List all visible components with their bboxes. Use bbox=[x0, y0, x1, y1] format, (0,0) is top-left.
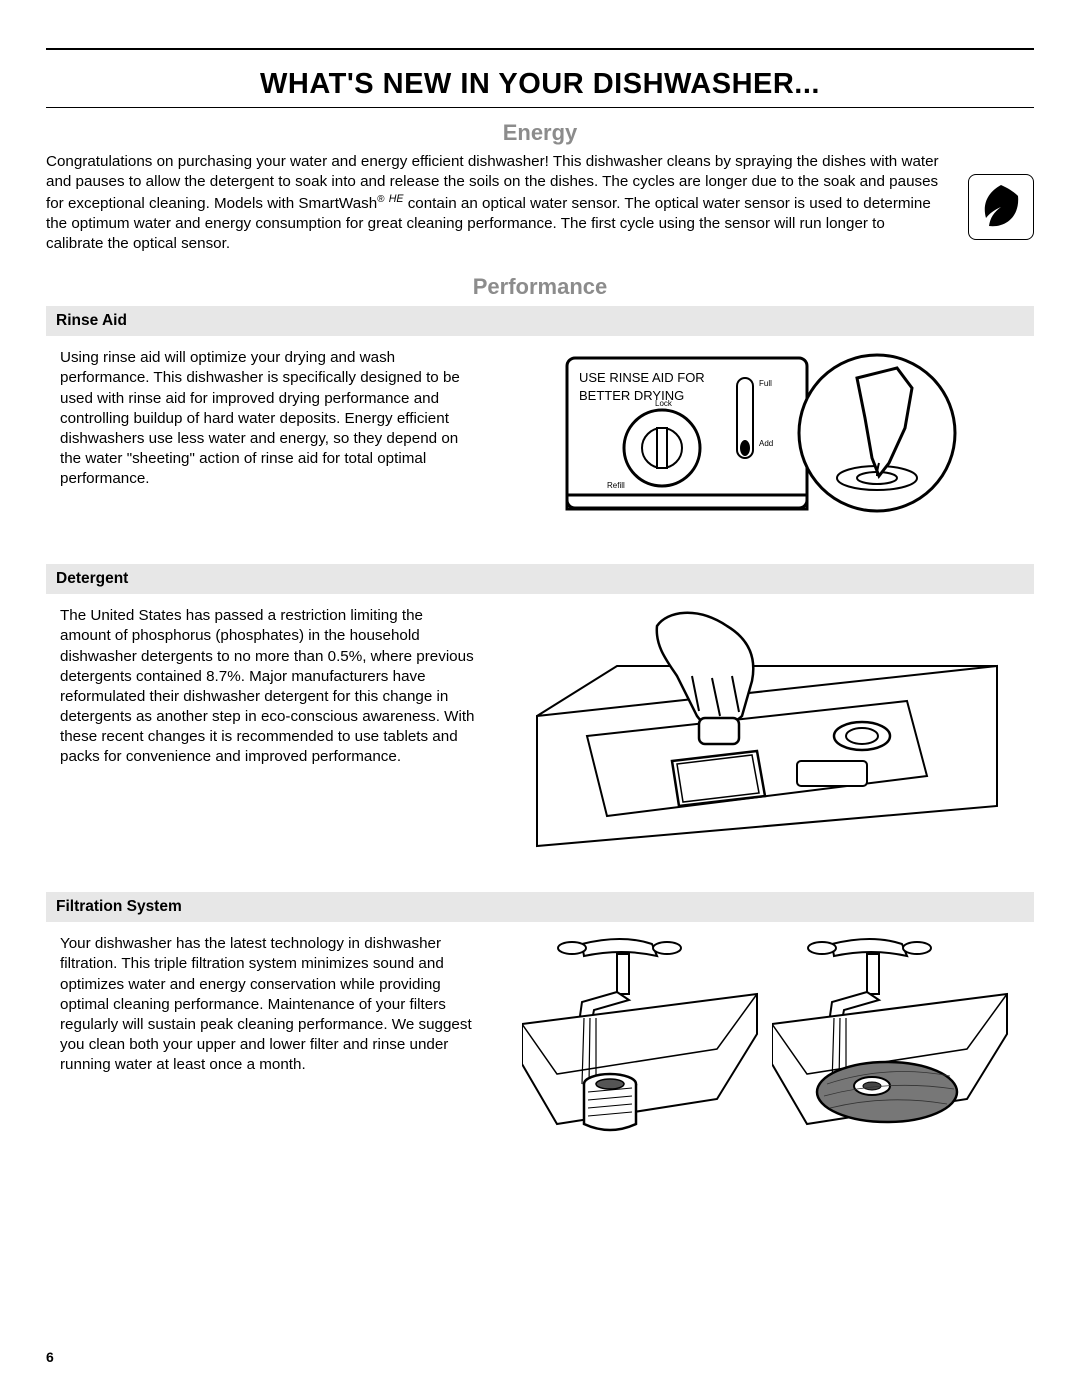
filtration-bar: Filtration System bbox=[46, 892, 1034, 922]
he-mark: HE bbox=[389, 193, 404, 205]
title-rule bbox=[46, 107, 1034, 108]
energy-heading: Energy bbox=[46, 120, 1034, 146]
svg-text:Full: Full bbox=[759, 379, 772, 388]
svg-text:Refill: Refill bbox=[607, 481, 625, 490]
page-number: 6 bbox=[46, 1349, 54, 1365]
registered-mark: ® bbox=[377, 194, 384, 205]
performance-heading: Performance bbox=[46, 274, 1034, 300]
disp-l1: USE RINSE AID FOR bbox=[579, 370, 705, 385]
detergent-bar: Detergent bbox=[46, 564, 1034, 594]
detergent-illustration bbox=[500, 606, 1034, 856]
detergent-body: The United States has passed a restricti… bbox=[46, 606, 476, 767]
svg-text:Add: Add bbox=[759, 439, 773, 448]
svg-text:Lock: Lock bbox=[655, 399, 673, 408]
energy-body: Congratulations on purchasing your water… bbox=[46, 152, 946, 254]
eco-leaf-icon bbox=[968, 174, 1034, 240]
filtration-body: Your dishwasher has the latest technolog… bbox=[46, 934, 476, 1074]
rinse-aid-illustration: USE RINSE AID FOR BETTER DRYING Lock Ref… bbox=[500, 348, 1034, 528]
rinse-aid-body: Using rinse aid will optimize your dryin… bbox=[46, 348, 476, 488]
main-title: WHAT'S NEW IN YOUR DISHWASHER... bbox=[46, 68, 1034, 101]
filtration-illustration bbox=[500, 934, 1034, 1144]
top-rule bbox=[46, 48, 1034, 50]
rinse-aid-bar: Rinse Aid bbox=[46, 306, 1034, 336]
